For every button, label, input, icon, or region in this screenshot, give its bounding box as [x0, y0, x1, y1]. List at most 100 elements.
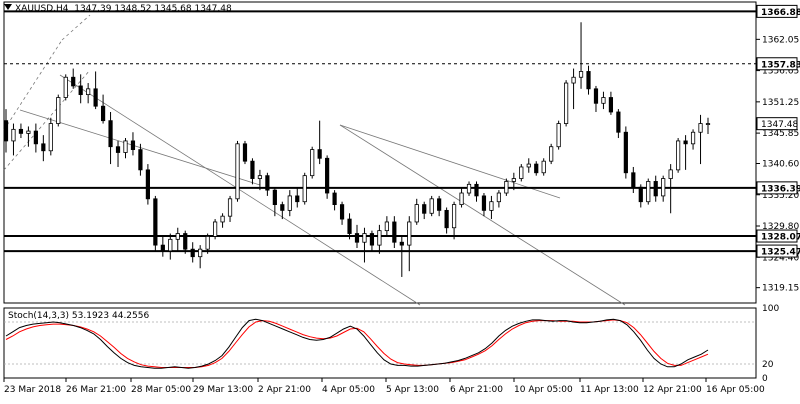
- y-tick-label: 1356.65: [762, 67, 799, 77]
- candle: [160, 236, 165, 257]
- trendline: [339, 124, 626, 306]
- x-tick-label: 26 Mar 21:00: [66, 385, 126, 395]
- candle: [593, 85, 599, 112]
- candle-body: [325, 157, 330, 194]
- ohlc-readout: 1347.39 1348.52 1345.68 1347.48: [74, 4, 232, 14]
- candle-body: [586, 71, 591, 90]
- candle: [481, 193, 487, 217]
- candle: [705, 117, 711, 134]
- candle: [242, 140, 248, 165]
- candle-body: [205, 236, 210, 250]
- candle: [302, 172, 307, 205]
- candle: [145, 164, 150, 205]
- x-tick-label: 28 Mar 05:00: [131, 385, 191, 395]
- candle-body: [496, 192, 501, 203]
- candle-body: [437, 198, 442, 211]
- candle-body: [534, 163, 539, 174]
- candle-body: [48, 123, 53, 152]
- candle-body: [526, 163, 531, 168]
- x-tick-label: 23 Mar 2018: [4, 385, 61, 395]
- candle: [444, 207, 449, 234]
- candle-body: [623, 131, 628, 174]
- candle: [168, 233, 173, 260]
- candle: [130, 132, 136, 156]
- candle: [26, 126, 31, 147]
- candle-body: [369, 233, 375, 246]
- candle-body: [33, 130, 38, 145]
- candle: [571, 68, 576, 110]
- candle: [93, 71, 98, 110]
- candle-body: [213, 221, 218, 237]
- candle-body: [100, 105, 106, 122]
- candle-body: [130, 140, 136, 151]
- candle-body: [78, 85, 83, 96]
- symbol-label: XAUUSD,H4: [15, 4, 69, 14]
- level-price-box: [756, 57, 798, 71]
- candle-body: [601, 97, 606, 104]
- candle-body: [272, 189, 277, 205]
- candle-body: [481, 195, 487, 211]
- candle: [564, 80, 569, 127]
- candle-body: [138, 149, 143, 171]
- candle-body: [235, 143, 240, 200]
- candle-body: [93, 88, 98, 107]
- y-tick-label: 1362.05: [762, 35, 799, 45]
- candle-body: [242, 143, 248, 162]
- candle: [676, 138, 681, 173]
- candle: [213, 219, 218, 240]
- level-price-label: 1325.47: [761, 248, 800, 258]
- candle-body: [422, 204, 427, 214]
- level-price-box: [756, 181, 798, 195]
- candle: [227, 195, 233, 222]
- candle-body: [26, 130, 31, 134]
- candle-body: [265, 175, 270, 191]
- stochastic-title: Stoch(14,3,3) 53.1923 44.2556: [8, 311, 150, 321]
- candle-body: [571, 76, 576, 84]
- candle-body: [474, 183, 479, 197]
- x-tick-label: 29 Mar 13:00: [193, 385, 253, 395]
- dropdown-triangle-icon: [4, 4, 12, 10]
- candle: [354, 224, 360, 249]
- candle-body: [705, 123, 711, 125]
- candle-body: [168, 238, 173, 252]
- trendline: [3, 39, 63, 131]
- candle: [56, 94, 61, 127]
- candle: [578, 22, 584, 89]
- candle-body: [145, 169, 150, 200]
- candle-body: [399, 241, 404, 246]
- candle-body: [332, 192, 337, 205]
- candle: [183, 230, 188, 254]
- x-tick-label: 4 Apr 05:00: [322, 385, 375, 395]
- candle-body: [280, 204, 285, 211]
- stoch-main-line: [5, 318, 709, 369]
- candle: [332, 190, 337, 211]
- stoch-signal-line: [5, 319, 709, 368]
- candle-body: [11, 128, 16, 142]
- candle: [272, 187, 277, 217]
- candle-body: [377, 230, 382, 246]
- candle-body: [683, 140, 688, 145]
- x-tick-label: 12 Apr 21:00: [643, 385, 702, 395]
- level-price-label: 1328.07: [761, 233, 800, 243]
- candle: [108, 111, 113, 165]
- stoch-tick-label: 0: [762, 374, 768, 384]
- candle: [280, 201, 285, 220]
- candle-body: [638, 186, 643, 203]
- candle: [339, 201, 345, 225]
- level-price-label: 1336.39: [761, 184, 800, 194]
- level-price-label: 1347.48: [761, 120, 798, 130]
- candle-body: [564, 82, 569, 124]
- candle-body: [190, 248, 195, 258]
- candle: [399, 236, 404, 277]
- candle: [18, 123, 24, 139]
- candle: [511, 172, 516, 191]
- candle-body: [250, 160, 255, 179]
- candle-body: [429, 198, 434, 214]
- candle-body: [653, 181, 658, 197]
- candle-body: [317, 149, 322, 159]
- candle-body: [414, 204, 419, 223]
- candle: [668, 164, 673, 214]
- x-tick-label: 11 Apr 13:00: [580, 385, 639, 395]
- y-tick-label: 1319.15: [762, 284, 799, 294]
